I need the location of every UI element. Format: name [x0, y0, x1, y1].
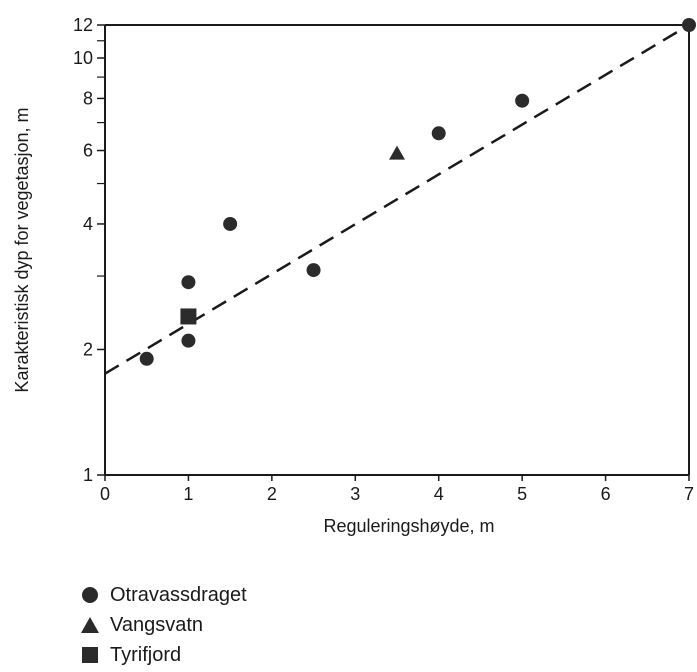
trend-line-layer [104, 23, 690, 375]
data-point-circle [223, 216, 238, 231]
legend-item-vangsvatn: Vangsvatn [76, 610, 247, 640]
data-point-circle [306, 263, 321, 278]
y-axis-title: Karakteristisk dyp for vegetasjon, m [12, 107, 32, 392]
trend-line [104, 23, 690, 375]
legend-item-tyrifjord: Tyrifjord [76, 640, 247, 670]
y-tick-label: 4 [83, 214, 93, 234]
data-point-circle [181, 275, 196, 290]
data-points [139, 18, 696, 366]
legend: Otravassdraget Vangsvatn Tyrifjord [76, 580, 247, 670]
legend-item-otravassdraget: Otravassdraget [76, 580, 247, 610]
x-tick-label: 5 [517, 484, 527, 504]
legend-label: Otravassdraget [110, 583, 247, 606]
x-axis-title: Reguleringshøyde, m [323, 516, 494, 536]
square-marker-icon [76, 646, 104, 664]
y-tick-label: 6 [83, 141, 93, 161]
x-tick-label: 7 [684, 484, 694, 504]
x-tick-label: 0 [100, 484, 110, 504]
x-tick-label: 1 [183, 484, 193, 504]
data-point-square [180, 308, 197, 325]
circle-marker-icon [76, 586, 104, 604]
y-tick-label: 12 [73, 15, 93, 35]
x-tick-label: 4 [434, 484, 444, 504]
x-tick-label: 2 [267, 484, 277, 504]
y-tick-label: 2 [83, 339, 93, 359]
legend-label: Vangsvatn [110, 613, 204, 636]
x-tick-label: 3 [350, 484, 360, 504]
data-point-triangle [389, 145, 405, 160]
triangle-marker-icon [76, 616, 104, 634]
y-tick-label: 8 [83, 88, 93, 108]
data-point-circle [181, 333, 196, 348]
data-point-circle [682, 18, 696, 32]
y-tick-label: 1 [83, 465, 93, 485]
axes [104, 24, 690, 476]
data-point-circle [515, 93, 530, 108]
data-point-circle [431, 126, 446, 141]
legend-label: Tyrifjord [110, 643, 182, 666]
data-point-circle [139, 351, 154, 366]
y-tick-label: 10 [73, 48, 93, 68]
x-tick-label: 6 [601, 484, 611, 504]
